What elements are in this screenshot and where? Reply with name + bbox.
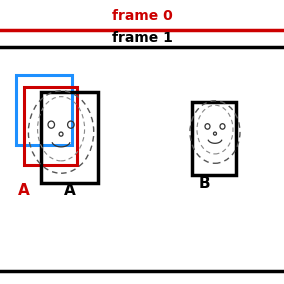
Text: frame 1: frame 1	[112, 31, 172, 45]
Text: B: B	[199, 176, 210, 191]
Bar	[16, 75, 72, 145]
Bar	[192, 102, 236, 175]
Bar	[24, 87, 77, 165]
Text: A: A	[64, 183, 76, 198]
Text: A: A	[18, 183, 30, 198]
Text: frame 0: frame 0	[112, 9, 172, 23]
Bar	[41, 92, 98, 183]
